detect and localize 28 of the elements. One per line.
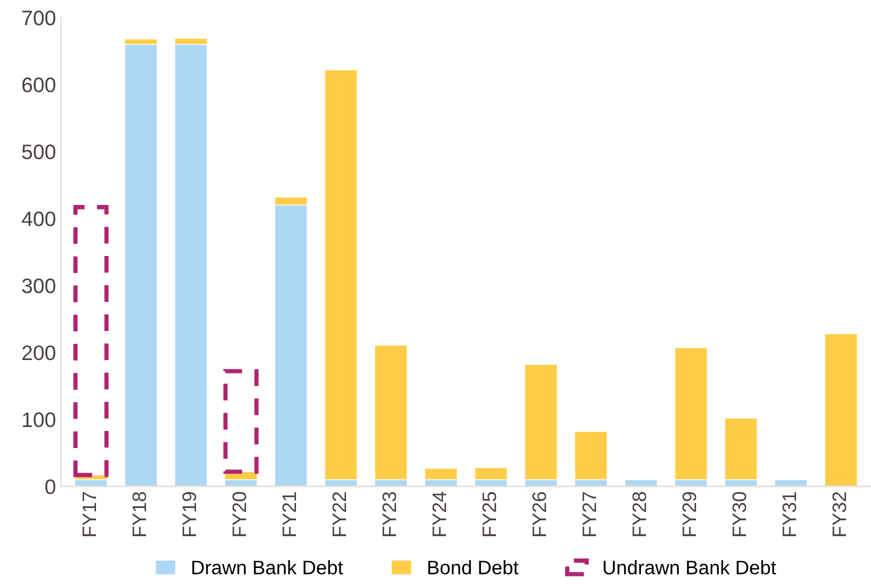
- x-tick-label: FY29: [682, 492, 696, 536]
- x-tick-label: FY25: [482, 492, 496, 536]
- legend-label: Bond Debt: [428, 560, 518, 574]
- y-tick-label: 300: [22, 278, 56, 294]
- y-tick-label: 100: [22, 412, 56, 428]
- y-tick-label: 500: [22, 144, 56, 160]
- y-tick-label: 0: [45, 479, 56, 494]
- y-tick-label: 400: [22, 211, 56, 226]
- x-tick-label: FY22: [332, 492, 346, 536]
- x-tick-label: FY19: [182, 492, 196, 536]
- x-tick-label: FY32: [832, 492, 846, 536]
- x-tick-label: FY21: [282, 492, 296, 536]
- x-tick-label: FY23: [382, 492, 396, 536]
- x-tick-label: FY31: [782, 492, 796, 536]
- x-tick-label: FY28: [632, 492, 646, 536]
- x-tick-label: FY30: [732, 492, 746, 536]
- x-tick-label: FY26: [532, 492, 546, 536]
- x-tick-label: FY18: [132, 492, 146, 536]
- legend-label: Undrawn Bank Debt: [604, 560, 776, 574]
- x-tick-label: FY20: [232, 492, 246, 536]
- x-tick-label: FY24: [432, 492, 446, 536]
- y-tick-label: 200: [22, 345, 56, 360]
- y-tick-label: 700: [22, 10, 56, 26]
- legend-label: Drawn Bank Debt: [192, 560, 343, 574]
- y-tick-label: 600: [22, 78, 56, 92]
- x-tick-label: FY27: [582, 492, 596, 536]
- bar: [824, 333, 858, 486]
- x-tick-label: FY17: [82, 492, 96, 536]
